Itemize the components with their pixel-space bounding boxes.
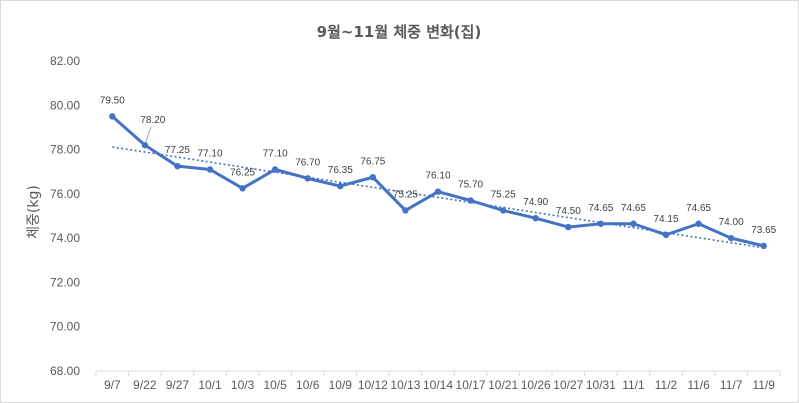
chart-title: 9월~11월 체중 변화(집) <box>317 23 482 41</box>
data-point <box>402 207 409 214</box>
x-tick-label: 10/1 <box>198 378 222 392</box>
x-tick-label: 10/27 <box>553 378 583 392</box>
data-label: 78.20 <box>140 115 165 126</box>
y-tick-label: 72.00 <box>50 275 80 289</box>
y-tick-label: 68.00 <box>50 364 80 378</box>
x-tick-label: 10/13 <box>390 378 420 392</box>
data-point <box>271 166 279 173</box>
series-group <box>109 113 767 250</box>
data-point <box>467 197 474 204</box>
x-tick-label: 10/3 <box>231 378 255 392</box>
x-tick-label: 10/14 <box>423 378 453 392</box>
y-axis-label: 체중(kg) <box>26 185 42 239</box>
data-label: 74.65 <box>588 203 613 214</box>
data-point <box>630 220 637 227</box>
y-tick-label: 78.00 <box>50 143 80 157</box>
data-label: 76.25 <box>230 167 255 178</box>
data-point <box>499 207 507 214</box>
data-label: 74.15 <box>653 214 678 225</box>
x-tick-label: 10/12 <box>358 378 388 392</box>
data-point <box>109 113 116 120</box>
data-point <box>695 220 702 227</box>
data-label: 76.10 <box>425 171 450 182</box>
y-tick-labels: 68.00 70.00 72.00 74.00 76.00 78.00 80.00 82.00 <box>50 54 80 378</box>
y-tick-label: 76.00 <box>50 187 80 201</box>
data-point <box>337 182 344 190</box>
x-tick-label: 9/27 <box>166 378 190 392</box>
data-label: 76.70 <box>295 157 320 168</box>
x-tick-label: 10/26 <box>521 378 551 392</box>
x-tick-label: 11/2 <box>655 378 678 392</box>
data-label: 76.75 <box>360 156 385 167</box>
data-label: 75.25 <box>491 189 516 200</box>
data-point <box>760 242 767 250</box>
data-point <box>369 174 377 181</box>
data-label: 74.65 <box>686 203 711 214</box>
x-tick-label: 10/9 <box>329 378 353 392</box>
data-label: 74.90 <box>523 197 548 208</box>
data-label: 75.70 <box>458 180 483 191</box>
label-leader-line <box>145 126 152 143</box>
data-label: 76.35 <box>328 165 353 176</box>
x-tick-label: 10/21 <box>488 378 518 392</box>
data-label: 77.10 <box>263 149 288 160</box>
x-tick-label: 10/17 <box>456 378 486 392</box>
x-tick-label: 10/6 <box>296 378 320 392</box>
data-label: 75.25 <box>393 189 418 200</box>
data-point <box>174 162 181 170</box>
data-label: 74.50 <box>556 206 581 217</box>
x-tick-label: 9/22 <box>133 378 157 392</box>
x-tick-label: 11/1 <box>622 378 645 392</box>
data-point <box>597 220 605 227</box>
data-label: 77.25 <box>165 145 190 156</box>
data-point <box>565 223 572 231</box>
data-label: 74.65 <box>621 203 646 214</box>
y-tick-label: 80.00 <box>50 98 80 112</box>
data-label: 79.50 <box>100 95 125 106</box>
x-axis: 9/7 9/22 9/27 10/1 10/3 10/5 10/6 10/9 10/12 10/1… <box>95 370 781 392</box>
data-point <box>662 231 670 239</box>
data-point <box>434 188 442 195</box>
x-tick-label: 11/7 <box>720 378 743 392</box>
data-point <box>206 166 214 173</box>
y-tick-label: 74.00 <box>50 231 80 245</box>
data-label: 74.00 <box>719 217 744 228</box>
data-label: 73.65 <box>751 225 776 236</box>
data-point <box>727 234 735 242</box>
x-tick-label: 10/5 <box>263 378 287 392</box>
x-tick-label: 11/6 <box>687 378 710 392</box>
y-tick-label: 70.00 <box>50 320 80 334</box>
data-labels: 79.50 78.20 77.25 77.10 76.25 77.10 76.70 76.35… <box>100 95 777 236</box>
data-label: 77.10 <box>197 149 222 160</box>
data-point <box>141 141 149 149</box>
data-point <box>239 185 246 192</box>
y-tick-label: 82.00 <box>50 54 80 68</box>
data-point <box>532 215 539 222</box>
x-tick-label: 9/7 <box>104 378 121 392</box>
data-point <box>304 175 311 182</box>
x-tick-label: 11/9 <box>752 378 775 392</box>
x-tick-label: 10/31 <box>586 378 616 392</box>
